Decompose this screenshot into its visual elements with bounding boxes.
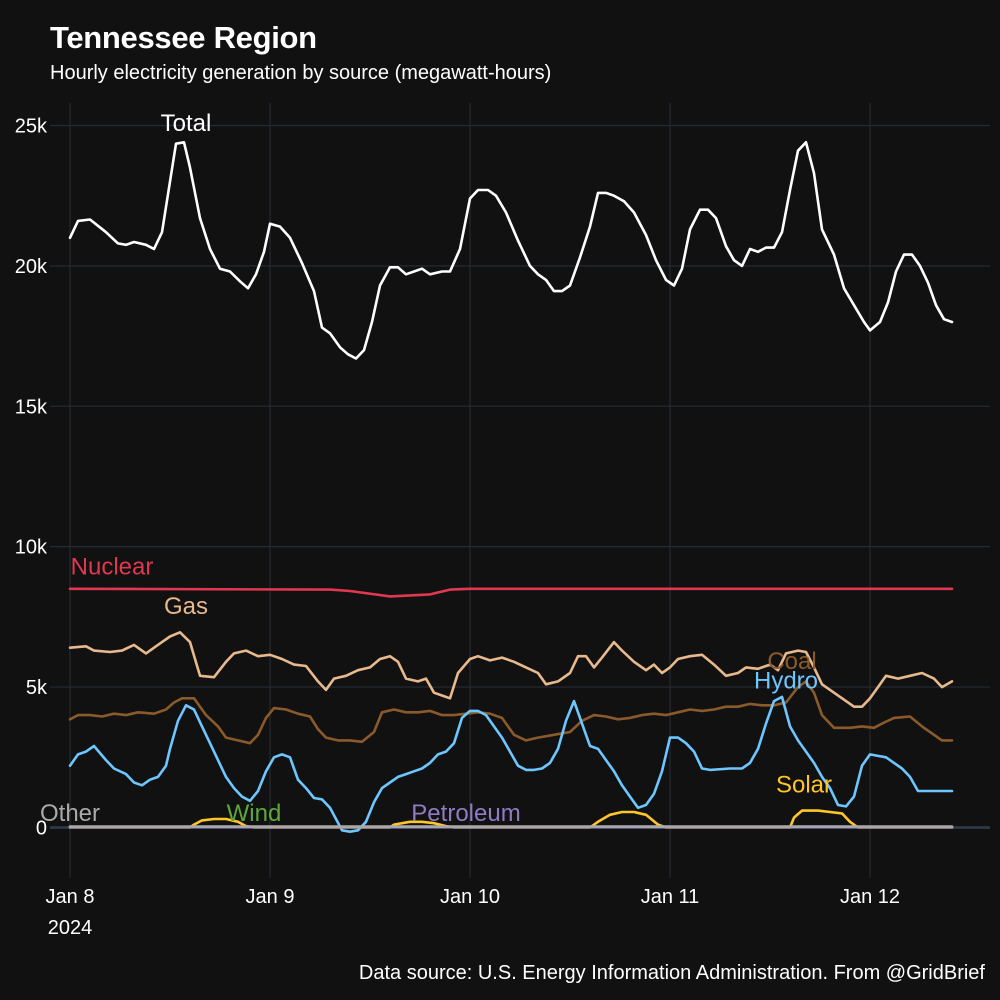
- other-series-label: Other: [40, 800, 100, 827]
- hydro-line: [68, 695, 954, 833]
- y-tick-label: 10k: [15, 537, 48, 559]
- total-series-label: Total: [161, 110, 212, 137]
- gas-line: [68, 631, 954, 708]
- total-line: [68, 141, 954, 360]
- y-tick-label: 15k: [15, 396, 48, 418]
- y-axis: 0 5k 10k 15k 20k 25k: [15, 115, 48, 839]
- x-tick-label: Jan 10: [440, 886, 500, 908]
- solar-series-label: Solar: [776, 771, 832, 798]
- nuclear-series-label: Nuclear: [71, 554, 154, 581]
- source-caption: Data source: U.S. Energy Information Adm…: [358, 962, 985, 984]
- chart-title: Tennessee Region: [50, 20, 317, 55]
- coal-line: [68, 680, 954, 745]
- y-tick-label: 25k: [15, 115, 48, 137]
- wind-series-label: Wind: [227, 800, 282, 827]
- x-tick-label: Jan 11: [641, 886, 700, 908]
- x-tick-label: Jan 12: [840, 886, 900, 908]
- chart-subtitle: Hourly electricity generation by source …: [50, 62, 552, 84]
- nuclear-line: [68, 587, 954, 598]
- petroleum-series-label: Petroleum: [411, 800, 520, 827]
- gas-series-label: Gas: [164, 593, 208, 620]
- y-tick-label: 0: [36, 817, 47, 839]
- series-lines: [68, 141, 954, 833]
- coal-series-label: Coal: [767, 648, 816, 675]
- y-tick-label: 20k: [15, 256, 48, 278]
- x-year-label: 2024: [48, 917, 93, 939]
- x-axis: Jan 8 2024 Jan 9 Jan 10 Jan 11 Jan 12: [46, 886, 901, 939]
- hydro-series-label: Hydro: [754, 667, 818, 694]
- x-tick-label: Jan 8: [46, 886, 95, 908]
- y-tick-label: 5k: [26, 677, 48, 699]
- grid: [50, 103, 990, 878]
- x-tick-label: Jan 9: [246, 886, 295, 908]
